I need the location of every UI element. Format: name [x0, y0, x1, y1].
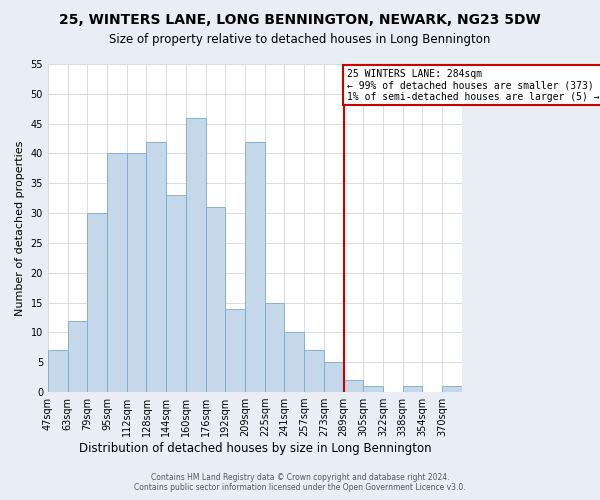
X-axis label: Distribution of detached houses by size in Long Bennington: Distribution of detached houses by size …	[79, 442, 431, 455]
Bar	[364, 386, 383, 392]
Bar	[186, 118, 206, 392]
Bar	[166, 195, 186, 392]
Bar	[127, 154, 146, 392]
Bar	[48, 350, 68, 392]
Text: Size of property relative to detached houses in Long Bennington: Size of property relative to detached ho…	[109, 32, 491, 46]
Bar	[324, 362, 344, 392]
Bar	[107, 154, 127, 392]
Bar	[88, 213, 107, 392]
Bar	[146, 142, 166, 392]
Bar	[403, 386, 422, 392]
Bar	[68, 320, 88, 392]
Text: 25 WINTERS LANE: 284sqm
← 99% of detached houses are smaller (373)
1% of semi-de: 25 WINTERS LANE: 284sqm ← 99% of detache…	[347, 69, 599, 102]
Bar	[442, 386, 462, 392]
Bar	[206, 207, 226, 392]
Bar	[265, 302, 284, 392]
Bar	[245, 142, 265, 392]
Text: Contains HM Land Registry data © Crown copyright and database right 2024.
Contai: Contains HM Land Registry data © Crown c…	[134, 473, 466, 492]
Text: 25, WINTERS LANE, LONG BENNINGTON, NEWARK, NG23 5DW: 25, WINTERS LANE, LONG BENNINGTON, NEWAR…	[59, 12, 541, 26]
Bar	[226, 308, 245, 392]
Y-axis label: Number of detached properties: Number of detached properties	[15, 140, 25, 316]
Bar	[344, 380, 364, 392]
Bar	[304, 350, 324, 392]
Bar	[284, 332, 304, 392]
